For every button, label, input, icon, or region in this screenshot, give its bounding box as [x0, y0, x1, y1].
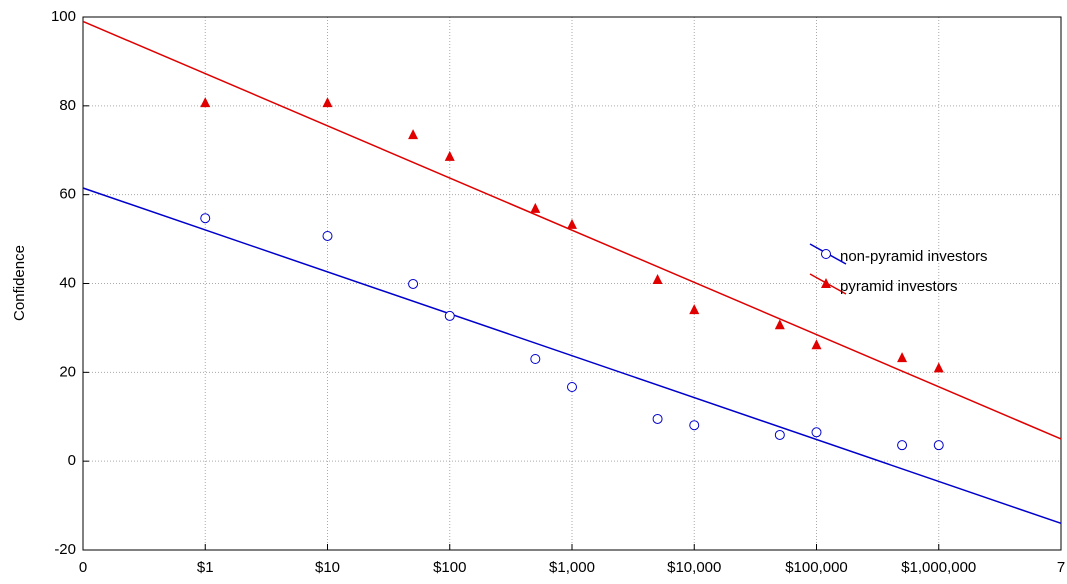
point	[689, 420, 700, 431]
point	[774, 429, 785, 440]
y-tick-label: 60	[59, 186, 76, 203]
point	[530, 202, 541, 213]
fit-line	[82, 187, 1062, 525]
point	[322, 97, 333, 108]
point	[897, 440, 908, 451]
x-tick-label: 7	[1057, 559, 1065, 576]
legend-label: pyramid investors	[840, 278, 958, 295]
x-tick-label: $10,000	[667, 559, 721, 576]
point	[444, 150, 455, 161]
point	[567, 218, 577, 229]
point	[933, 440, 944, 451]
y-tick-label: 40	[59, 274, 76, 291]
point	[821, 278, 831, 288]
point	[530, 354, 541, 365]
x-tick-label: $1,000	[549, 559, 595, 576]
x-tick-label: $100,000	[785, 559, 848, 576]
point	[933, 362, 944, 373]
point	[821, 249, 831, 259]
point	[567, 381, 577, 392]
point	[408, 278, 419, 289]
point	[444, 310, 455, 321]
point	[652, 273, 663, 284]
legend-label: non-pyramid investors	[840, 248, 988, 265]
x-tick-label: $100	[433, 559, 466, 576]
point	[200, 213, 211, 224]
y-tick-label: 0	[68, 452, 76, 469]
x-tick-label: $10	[315, 559, 340, 576]
fit-line	[82, 20, 1062, 440]
point	[689, 304, 700, 315]
y-tick-label: 80	[59, 97, 76, 114]
y-tick-label: 20	[59, 363, 76, 380]
x-tick-label: $1	[197, 559, 214, 576]
point	[811, 339, 822, 350]
x-tick-label: 0	[79, 559, 87, 576]
y-axis-label: Confidence	[11, 245, 28, 321]
x-tick-label: $1,000,000	[901, 559, 976, 576]
point	[322, 230, 333, 241]
plot-frame	[82, 16, 1062, 551]
point	[200, 97, 211, 108]
point	[811, 427, 822, 438]
y-tick-label: 100	[51, 8, 76, 25]
point	[897, 352, 908, 363]
point	[652, 413, 663, 424]
y-tick-label: -20	[54, 541, 76, 558]
point	[774, 319, 785, 330]
point	[408, 129, 419, 140]
